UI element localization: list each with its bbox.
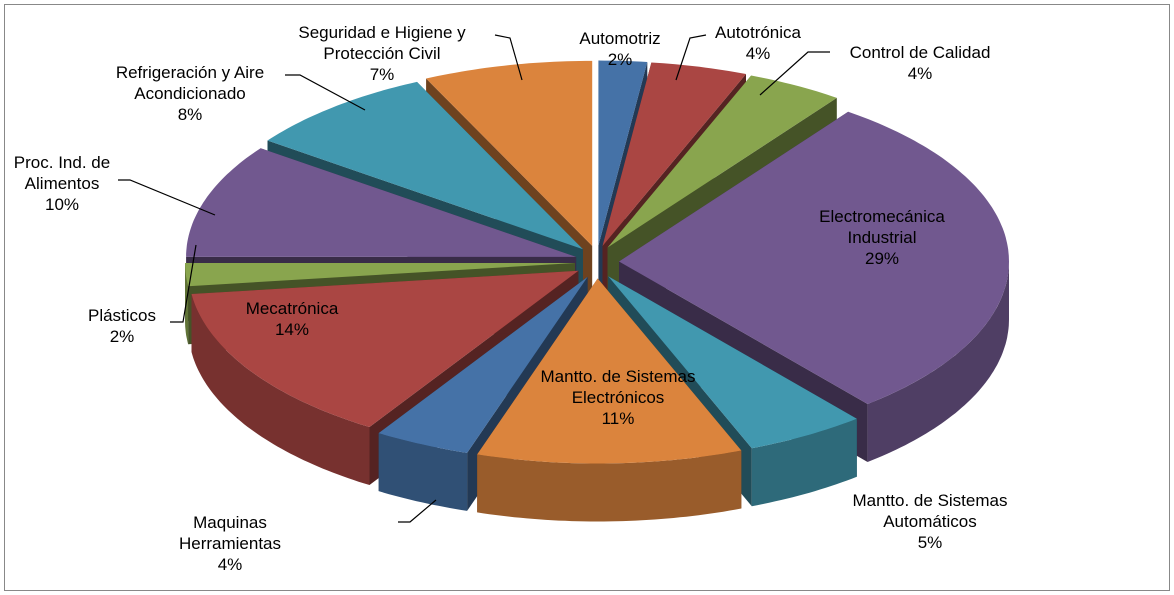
- slice: [619, 111, 1009, 405]
- data-label: Seguridad e Higiene y Protección Civil 7%: [277, 22, 487, 85]
- slice: [477, 278, 742, 464]
- data-label: Autotrónica 4%: [715, 22, 801, 64]
- slice: [186, 148, 577, 257]
- data-label: Refrigeración y Aire Acondicionado 8%: [90, 62, 290, 125]
- slice-value: 5%: [917, 533, 943, 552]
- slice-name: Seguridad e Higiene y Protección Civil: [298, 23, 466, 63]
- slice-wall: [477, 450, 742, 522]
- data-label: Maquinas Herramientas 4%: [170, 512, 290, 575]
- slice: [191, 270, 579, 427]
- slice-value: 2%: [109, 327, 135, 346]
- slice-value: 4%: [217, 555, 243, 574]
- slice-name: Automotriz: [579, 29, 661, 48]
- slice-name: Mecatrónica: [245, 299, 339, 318]
- slice-wall: [751, 418, 857, 507]
- slice-name: Maquinas Herramientas: [178, 513, 282, 553]
- slice-value: 11%: [601, 409, 635, 428]
- slice-name: Proc. Ind. de Alimentos: [13, 153, 111, 193]
- slice-value: 14%: [274, 320, 310, 339]
- slice-name: Refrigeración y Aire Acondicionado: [115, 63, 265, 103]
- leader-lines: [118, 34, 830, 523]
- slice-name: Electromecánica Industrial: [819, 207, 945, 247]
- slice-wall: [378, 433, 468, 511]
- data-label: Plásticos 2%: [88, 305, 156, 347]
- slice-name: Plásticos: [87, 306, 157, 325]
- slice-value: 8%: [177, 105, 203, 124]
- slice-name: Autotrónica: [715, 23, 801, 42]
- slice-value: 4%: [745, 44, 771, 63]
- slice: [602, 62, 746, 246]
- data-label: Electromecánica Industrial 29%: [792, 206, 972, 269]
- data-label: Automotriz 2%: [579, 28, 660, 70]
- slice: [267, 81, 583, 250]
- slice-wall: [867, 261, 1009, 462]
- slice-value: 4%: [907, 64, 933, 83]
- slice: [185, 263, 575, 287]
- data-label: Mantto. de Sistemas Electrónicos 11%: [518, 366, 718, 429]
- slice: [378, 276, 588, 453]
- slice-value: 10%: [44, 195, 80, 214]
- data-label: Proc. Ind. de Alimentos 10%: [0, 152, 127, 215]
- slice-value: 29%: [864, 249, 900, 268]
- slice-value: 2%: [607, 50, 633, 69]
- slice: [426, 60, 593, 246]
- slice-value: 7%: [369, 65, 395, 84]
- slice: [598, 60, 648, 246]
- data-label: Control de Calidad 4%: [850, 42, 991, 84]
- slice-name: Mantto. de Sistemas Automáticos: [852, 491, 1008, 531]
- slice: [608, 276, 857, 449]
- slice: [607, 75, 837, 248]
- slice-name: Control de Calidad: [849, 43, 991, 62]
- data-label: Mecatrónica 14%: [246, 298, 339, 340]
- pie: [185, 60, 1009, 522]
- slice-wall: [191, 294, 370, 485]
- data-label: Mantto. de Sistemas Automáticos 5%: [830, 490, 1030, 553]
- slice-name: Mantto. de Sistemas Electrónicos: [540, 367, 696, 407]
